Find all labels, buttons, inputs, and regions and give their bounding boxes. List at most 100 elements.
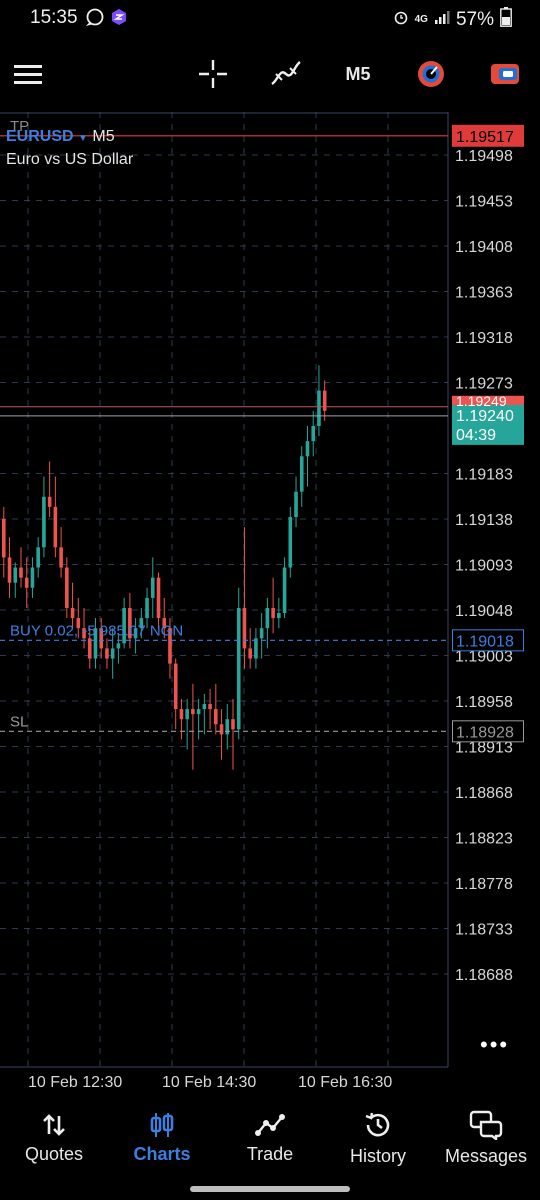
network-type: 4G bbox=[414, 14, 428, 25]
bull-candle bbox=[311, 410, 316, 457]
bull-candle bbox=[122, 597, 126, 649]
candle-body bbox=[7, 557, 12, 583]
bull-candle bbox=[254, 628, 258, 669]
candle-body bbox=[99, 628, 104, 649]
candle-body bbox=[13, 567, 18, 583]
candle-body bbox=[42, 496, 46, 548]
bid-price-box bbox=[452, 395, 524, 408]
bull-candle bbox=[202, 693, 207, 735]
candle-body bbox=[2, 519, 6, 558]
candle-body bbox=[265, 607, 270, 629]
candle-body bbox=[317, 390, 321, 426]
candle-body bbox=[30, 567, 35, 588]
candle-body bbox=[311, 425, 316, 442]
candle-body bbox=[208, 704, 212, 710]
nav-charts[interactable]: Charts bbox=[108, 1100, 216, 1176]
candle-body bbox=[214, 709, 218, 725]
candle-body bbox=[191, 709, 195, 715]
candles bbox=[2, 365, 327, 770]
more-options-icon[interactable]: ••• bbox=[480, 1032, 510, 1057]
whatsapp-icon bbox=[85, 8, 104, 31]
signal-icon bbox=[434, 9, 450, 31]
bear-candle bbox=[105, 638, 109, 669]
bull-candle bbox=[305, 425, 310, 487]
candle-body bbox=[282, 567, 287, 614]
nav-messages-label: Messages bbox=[444, 1145, 528, 1166]
candle-body bbox=[133, 628, 138, 639]
time-tick-label: 10 Feb 12:30 bbox=[28, 1074, 122, 1091]
bid-price: 1.19249 bbox=[456, 393, 507, 409]
candle-body bbox=[87, 638, 92, 659]
price-tick-label: 1.19498 bbox=[455, 148, 513, 165]
symbol-info: EURUSD ▼ M5 Euro vs US Dollar bbox=[6, 126, 133, 170]
price-tick-label: 1.18958 bbox=[455, 694, 513, 711]
bear-candle bbox=[162, 597, 167, 639]
trend-line-icon bbox=[255, 1113, 285, 1136]
bear-candle bbox=[191, 683, 195, 770]
candle-body bbox=[202, 704, 207, 710]
crosshair-button[interactable] bbox=[192, 44, 234, 104]
price-tick-label: 1.18733 bbox=[455, 922, 513, 939]
trade-button[interactable] bbox=[484, 44, 526, 104]
bear-candle bbox=[99, 618, 104, 659]
chart-toolbar: M5 bbox=[0, 44, 540, 104]
time-tick-label: 10 Feb 16:30 bbox=[298, 1074, 392, 1091]
candle-body bbox=[19, 567, 23, 578]
chat-bubbles-icon bbox=[469, 1110, 503, 1140]
price-tick-label: 1.19363 bbox=[455, 285, 513, 302]
nav-messages[interactable]: Messages bbox=[432, 1100, 540, 1176]
bull-candle bbox=[42, 476, 46, 558]
bear-candle bbox=[47, 461, 52, 517]
candle-body bbox=[116, 643, 121, 649]
sl-price: 1.18928 bbox=[456, 724, 514, 741]
candle-body bbox=[271, 607, 275, 619]
bear-candle bbox=[70, 582, 75, 629]
timeframe-button[interactable]: M5 bbox=[334, 44, 382, 104]
candle-body bbox=[162, 618, 167, 629]
one-click-trading-button[interactable] bbox=[410, 44, 452, 104]
nav-quotes[interactable]: Quotes bbox=[0, 1100, 108, 1176]
bear-candle bbox=[7, 537, 12, 598]
bear-candle bbox=[24, 557, 29, 608]
candle-body bbox=[122, 607, 126, 644]
history-clock-icon bbox=[365, 1112, 390, 1136]
candle-body bbox=[185, 709, 189, 720]
symbol-timeframe: M5 bbox=[92, 128, 115, 145]
candlestick-icon bbox=[150, 1112, 174, 1137]
bear-candle bbox=[87, 628, 92, 669]
indicators-button[interactable] bbox=[264, 44, 308, 104]
nav-history[interactable]: History bbox=[324, 1100, 432, 1176]
bull-candle bbox=[13, 562, 18, 598]
bear-candle bbox=[231, 698, 235, 770]
bull-candle bbox=[317, 365, 321, 437]
buy-price: 1.19018 bbox=[456, 633, 514, 650]
bear-candle bbox=[168, 618, 172, 679]
candle-body bbox=[110, 648, 115, 659]
price-tick-label: 1.19318 bbox=[455, 330, 513, 347]
bull-candle bbox=[299, 446, 304, 507]
candle-body bbox=[305, 441, 310, 457]
symbol-name[interactable]: EURUSD bbox=[6, 128, 74, 145]
ask-price-box bbox=[452, 404, 524, 445]
bull-candle bbox=[93, 618, 98, 669]
bear-candle bbox=[65, 557, 69, 619]
candle-body bbox=[288, 516, 293, 568]
nav-quotes-label: Quotes bbox=[24, 1143, 84, 1164]
menu-button[interactable] bbox=[8, 44, 48, 104]
nav-trade[interactable]: Trade bbox=[216, 1100, 324, 1176]
trade-ticket-icon bbox=[491, 64, 519, 84]
price-tick-label: 1.18778 bbox=[455, 876, 513, 893]
bear-candle bbox=[76, 597, 81, 639]
candle-body bbox=[93, 628, 98, 659]
candle-body bbox=[225, 719, 230, 735]
bear-candle bbox=[173, 658, 178, 730]
candle-body bbox=[219, 724, 224, 735]
price-tick-label: 1.19003 bbox=[455, 649, 513, 666]
arrows-up-down-icon bbox=[43, 1113, 65, 1136]
bear-candle bbox=[208, 688, 212, 730]
bull-candle bbox=[236, 587, 241, 740]
bear-candle bbox=[53, 476, 58, 558]
candle-body bbox=[128, 607, 132, 639]
candle-body bbox=[259, 628, 264, 639]
